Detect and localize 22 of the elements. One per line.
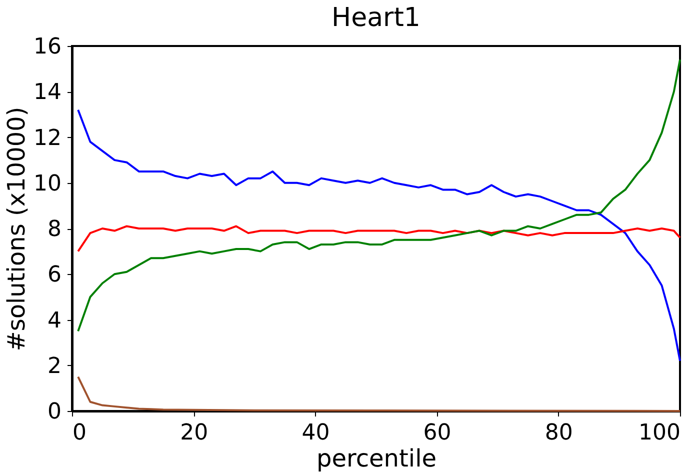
- x-axis-title: percentile: [316, 444, 437, 472]
- y-tick-label: 16: [34, 34, 62, 60]
- chart-title: Heart1: [332, 3, 420, 33]
- x-tick-label: 0: [72, 420, 86, 446]
- x-tick-label: 60: [423, 420, 452, 446]
- line-series: [77, 58, 681, 332]
- y-tick-label: 12: [34, 126, 62, 151]
- x-tick-label: 20: [180, 420, 208, 446]
- y-tick-label: 14: [34, 80, 62, 106]
- line-series: [77, 376, 681, 412]
- y-tick-label: 4: [48, 308, 62, 334]
- y-axis-title: #solutions (x10000): [2, 106, 31, 352]
- line-series: [77, 108, 681, 362]
- y-tick-label: 10: [34, 171, 62, 196]
- line-series: [77, 225, 681, 252]
- y-tick-label: 2: [48, 354, 62, 379]
- x-tick-label: 100: [638, 420, 680, 446]
- y-tick-label: 8: [48, 217, 62, 242]
- x-tick-label: 80: [544, 420, 573, 446]
- x-tick-label: 40: [302, 420, 330, 446]
- y-tick-label: 6: [48, 262, 62, 288]
- y-tick-label: 0: [48, 400, 62, 424]
